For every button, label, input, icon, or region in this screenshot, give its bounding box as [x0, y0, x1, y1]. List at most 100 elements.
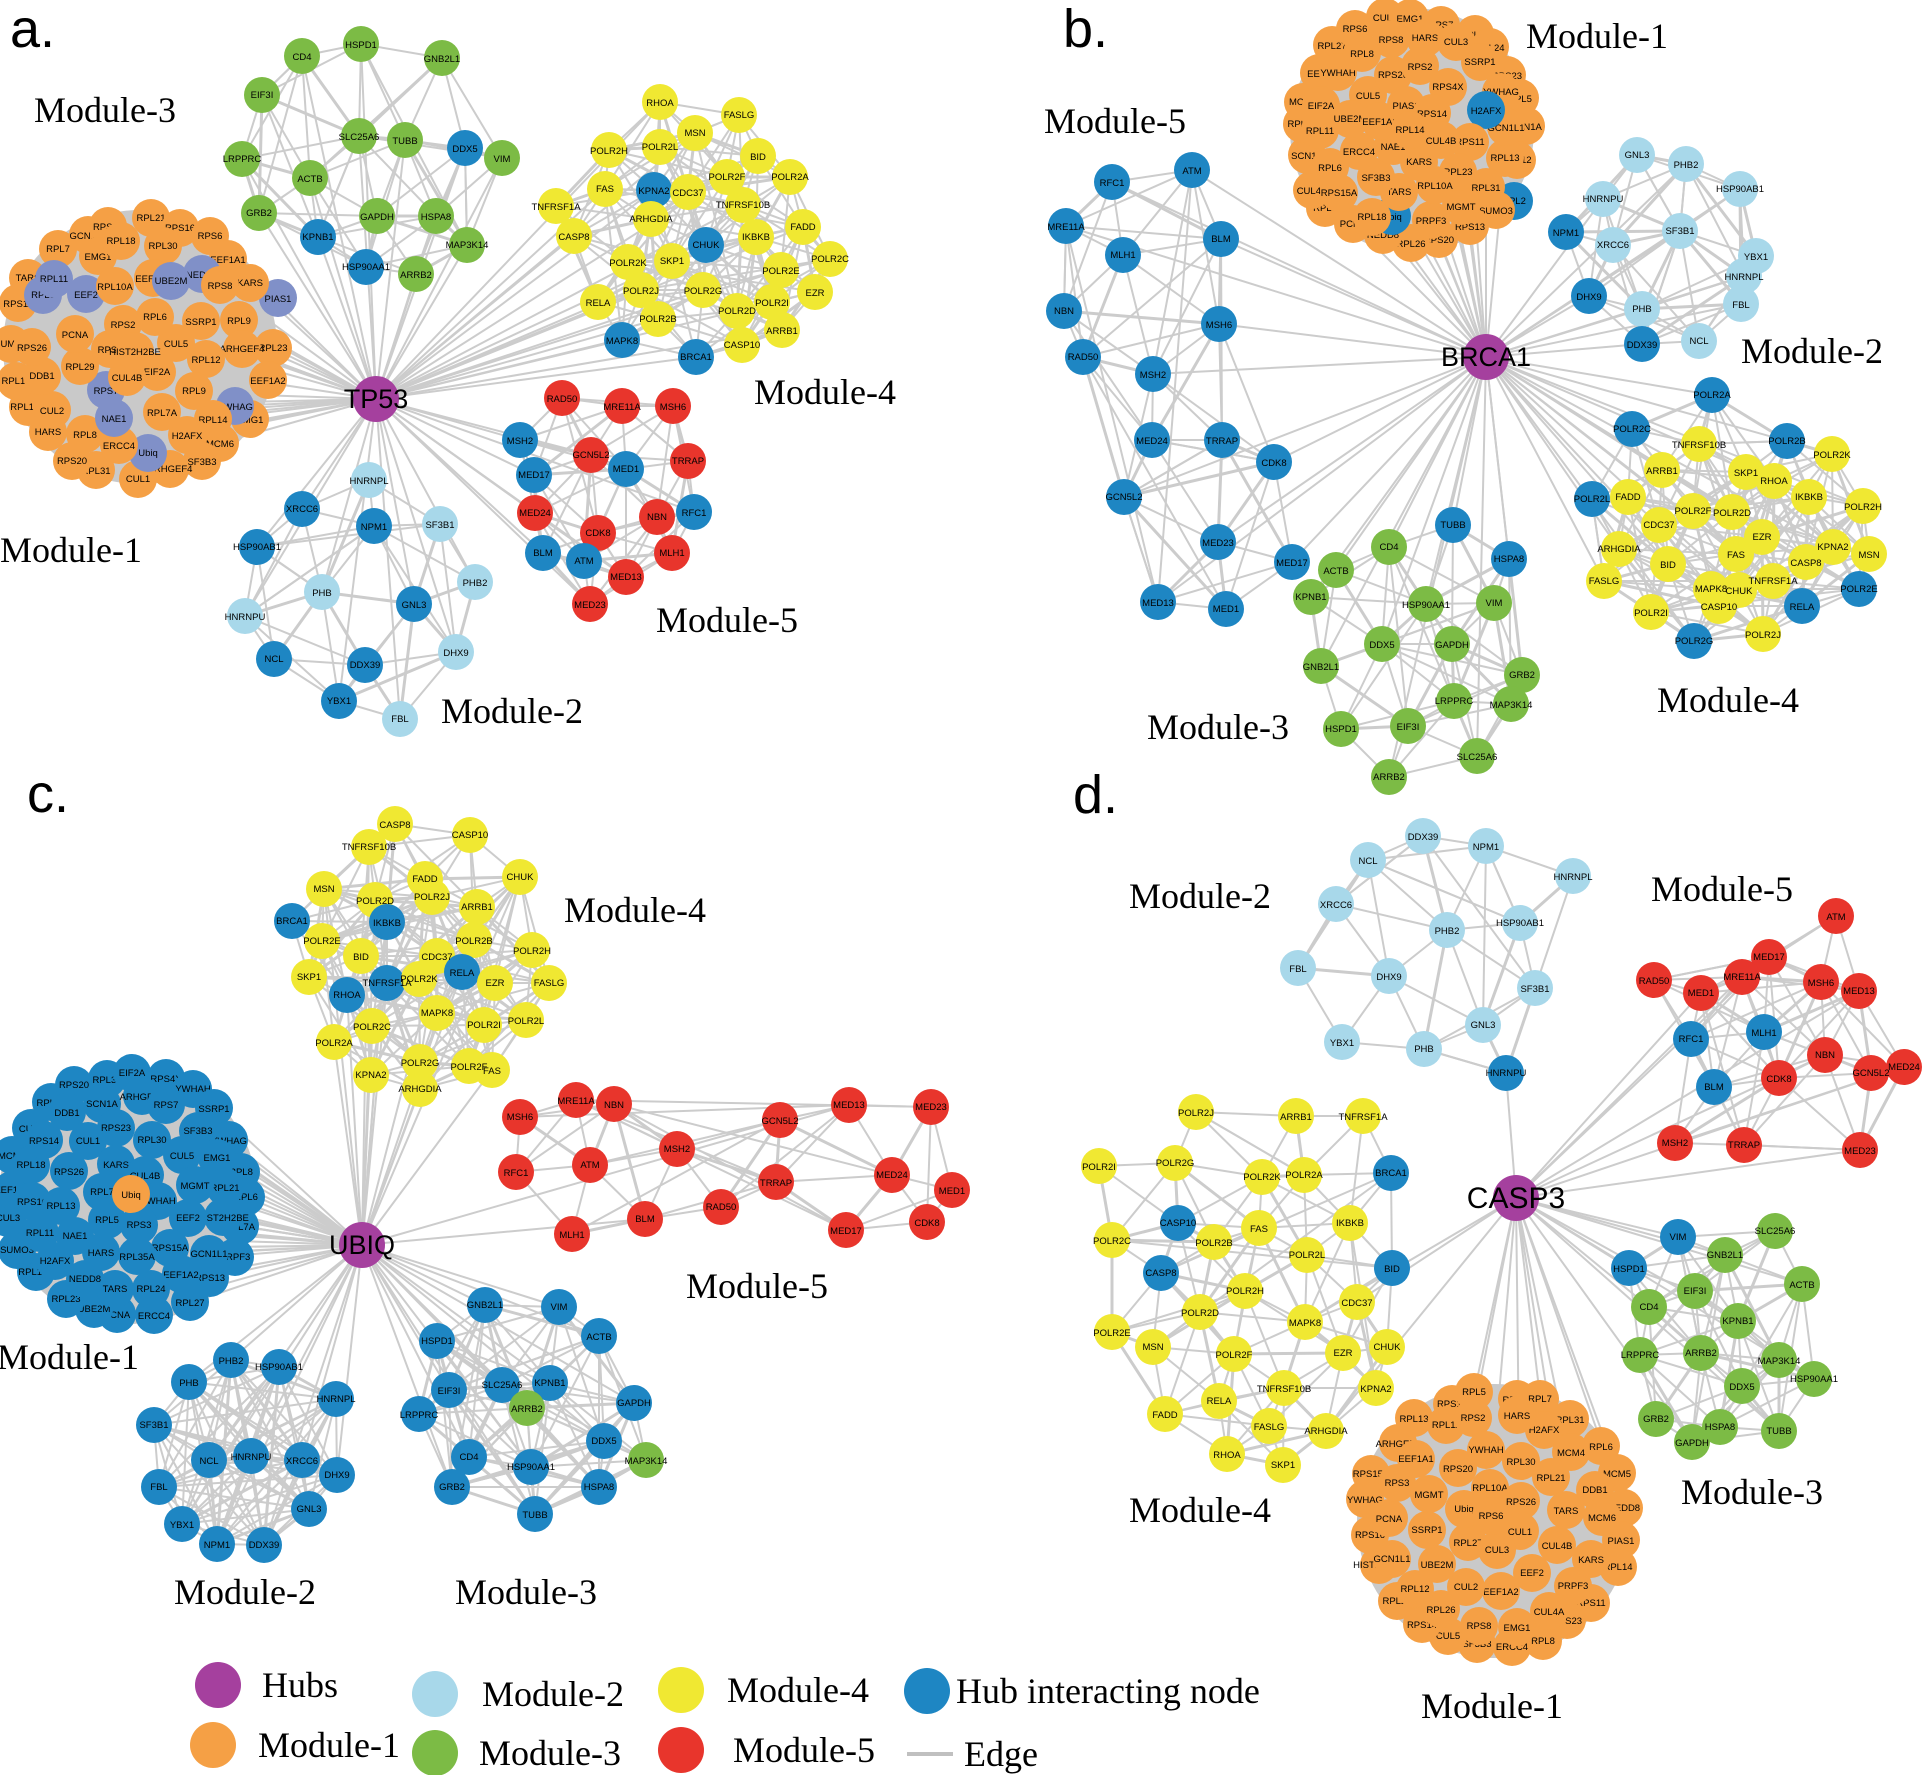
svg-text:TUBB: TUBB: [392, 136, 417, 147]
svg-text:YWHAG: YWHAG: [1483, 87, 1519, 98]
svg-text:RPL30: RPL30: [148, 241, 177, 252]
svg-text:HSP90AA1: HSP90AA1: [342, 262, 390, 273]
svg-text:TARS: TARS: [103, 1284, 128, 1295]
svg-text:RPL30: RPL30: [1506, 1457, 1535, 1468]
svg-text:RPS7: RPS7: [94, 386, 119, 397]
svg-text:POLR2C: POLR2C: [1613, 424, 1651, 435]
svg-text:PHB: PHB: [1414, 1044, 1434, 1055]
svg-text:MCM4: MCM4: [0, 1151, 26, 1162]
svg-text:BRCA1: BRCA1: [276, 916, 308, 927]
svg-text:CHUK: CHUK: [1374, 1342, 1402, 1353]
svg-text:Module-1: Module-1: [1421, 1686, 1563, 1726]
svg-text:XRCC6: XRCC6: [1320, 900, 1352, 911]
svg-text:HNRNPU: HNRNPU: [225, 612, 266, 623]
svg-text:RPS13: RPS13: [1437, 1399, 1467, 1410]
svg-text:CD4: CD4: [1379, 542, 1398, 553]
svg-text:CDC37: CDC37: [1643, 520, 1674, 531]
svg-text:TUBB: TUBB: [1766, 1426, 1791, 1437]
svg-text:GCN5L2: GCN5L2: [1106, 492, 1143, 503]
svg-text:LRPPRC: LRPPRC: [1435, 696, 1474, 707]
svg-text:POLR2E: POLR2E: [1093, 1328, 1131, 1339]
svg-text:RPL8: RPL8: [229, 1167, 253, 1178]
svg-text:ERCC4: ERCC4: [138, 1311, 170, 1322]
svg-text:YWHAH: YWHAH: [175, 1084, 211, 1095]
svg-text:CUL2: CUL2: [1373, 13, 1397, 24]
svg-text:ARHGEF4: ARHGEF4: [220, 344, 265, 355]
svg-text:DDB1: DDB1: [1582, 1485, 1607, 1496]
svg-text:CUL3: CUL3: [1485, 1545, 1509, 1556]
svg-text:POLR2A: POLR2A: [1285, 1170, 1323, 1181]
svg-text:PHB2: PHB2: [1435, 926, 1460, 937]
svg-text:POLR2G: POLR2G: [684, 286, 723, 297]
svg-text:KARS: KARS: [1578, 1555, 1604, 1566]
svg-text:POLR2G: POLR2G: [401, 1058, 440, 1069]
svg-text:ARRB1: ARRB1: [461, 902, 493, 913]
svg-text:EZR: EZR: [806, 288, 825, 299]
svg-text:CUL4B: CUL4B: [112, 373, 143, 384]
svg-text:POLR2I: POLR2I: [1082, 1162, 1116, 1173]
svg-text:MED17: MED17: [518, 470, 550, 481]
svg-text:HSP90AA1: HSP90AA1: [507, 1462, 555, 1473]
svg-text:POLR2C: POLR2C: [811, 254, 849, 265]
svg-text:PRPF3: PRPF3: [1558, 1581, 1589, 1592]
svg-text:Module-2: Module-2: [1741, 331, 1883, 371]
svg-text:SCN1A: SCN1A: [86, 1099, 118, 1110]
svg-text:EEF1A1: EEF1A1: [210, 255, 245, 266]
svg-text:RFC1: RFC1: [504, 1168, 529, 1179]
svg-text:HNRNPL: HNRNPL: [1724, 272, 1763, 283]
svg-text:POLR2H: POLR2H: [513, 946, 551, 957]
svg-text:POLR2G: POLR2G: [1156, 1158, 1195, 1169]
svg-text:POLR2H: POLR2H: [1844, 502, 1882, 513]
svg-text:CUL5: CUL5: [170, 1151, 194, 1162]
svg-text:ARHGEF4: ARHGEF4: [148, 464, 193, 475]
svg-text:EEF1A1: EEF1A1: [1398, 1454, 1433, 1465]
svg-text:PCNA: PCNA: [1340, 219, 1367, 230]
svg-text:PHB2: PHB2: [463, 578, 488, 589]
svg-text:Module-4: Module-4: [754, 372, 896, 412]
svg-text:MED17: MED17: [1753, 952, 1785, 963]
svg-text:BLM: BLM: [1704, 1082, 1724, 1093]
svg-text:MED24: MED24: [519, 508, 551, 519]
svg-text:RPL24: RPL24: [136, 1284, 165, 1295]
svg-text:RPS14: RPS14: [1407, 1620, 1437, 1631]
svg-text:RHOA: RHOA: [333, 990, 361, 1001]
svg-text:CUL5: CUL5: [164, 339, 188, 350]
svg-text:RPL7: RPL7: [90, 1187, 114, 1198]
svg-text:YWHAG: YWHAG: [1347, 1495, 1383, 1506]
svg-text:RPL2: RPL2: [1502, 196, 1526, 207]
svg-text:POLR2B: POLR2B: [1195, 1238, 1233, 1249]
svg-text:CDK8: CDK8: [1766, 1074, 1791, 1085]
svg-text:RPS8: RPS8: [1379, 35, 1404, 46]
svg-text:DHX9: DHX9: [324, 1470, 349, 1481]
svg-text:MRE11A: MRE11A: [1047, 222, 1085, 233]
svg-text:MSH2: MSH2: [1140, 370, 1166, 381]
svg-text:DDB1: DDB1: [54, 1108, 79, 1119]
svg-text:FBL: FBL: [1732, 300, 1749, 311]
svg-text:CHUK: CHUK: [693, 240, 721, 251]
svg-text:RPS26: RPS26: [1506, 1497, 1536, 1508]
svg-text:RPS23: RPS23: [1552, 1616, 1582, 1627]
svg-text:POLR2G: POLR2G: [1675, 636, 1714, 647]
svg-text:PHB: PHB: [312, 588, 332, 599]
svg-text:XRCC6: XRCC6: [286, 1456, 318, 1467]
svg-text:NAE1: NAE1: [1381, 142, 1406, 153]
svg-text:SLC25A6: SLC25A6: [339, 132, 380, 143]
svg-text:SLC25A6: SLC25A6: [1457, 752, 1498, 763]
svg-text:EEF1A2: EEF1A2: [1483, 1587, 1518, 1598]
svg-text:MSN: MSN: [1858, 550, 1879, 561]
svg-text:CD4: CD4: [292, 52, 311, 63]
svg-text:ATM: ATM: [580, 1160, 599, 1171]
svg-text:SLC25A6: SLC25A6: [1755, 1226, 1796, 1237]
svg-text:NBN: NBN: [647, 512, 667, 523]
svg-text:NEDD8: NEDD8: [1367, 230, 1399, 241]
svg-text:H2AFX: H2AFX: [172, 431, 203, 442]
svg-text:RPL5: RPL5: [1508, 94, 1532, 105]
svg-text:RPL11: RPL11: [40, 274, 68, 285]
svg-text:ATM: ATM: [1182, 166, 1201, 177]
svg-text:MAPK8: MAPK8: [606, 336, 638, 347]
svg-text:KPNA2: KPNA2: [355, 1070, 386, 1081]
svg-text:GCN1L1: GCN1L1: [191, 1249, 228, 1260]
svg-text:SCN1A: SCN1A: [1510, 122, 1542, 133]
svg-text:RPL18: RPL18: [1357, 212, 1386, 223]
svg-text:NBN: NBN: [604, 1100, 624, 1111]
